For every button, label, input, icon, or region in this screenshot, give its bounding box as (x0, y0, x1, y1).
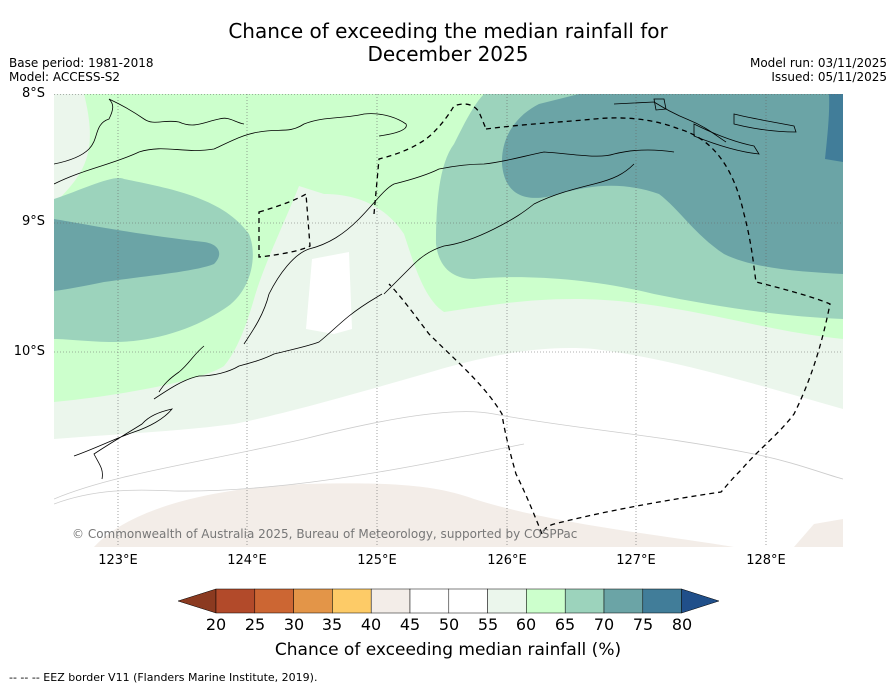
colorbar-tick-20: 20 (205, 615, 227, 634)
lon-label-126e: 126°E (487, 553, 527, 568)
contour-lines (53, 411, 844, 505)
meta-left: Base period: 1981-2018 Model: ACCESS-S2 (9, 56, 154, 84)
colorbar-tick-70: 70 (593, 615, 615, 634)
rainfall-map (53, 94, 844, 547)
map-title-line1: Chance of exceeding the median rainfall … (228, 19, 668, 43)
colorbar-seg-75-80 (642, 588, 682, 614)
colorbar-seg-30-35 (293, 588, 333, 614)
colorbar-seg-20-25 (215, 588, 256, 614)
band-75-80 (825, 94, 843, 162)
colorbar-tick-50: 50 (438, 615, 460, 634)
colorbar-tick-80: 80 (671, 615, 693, 634)
colorbar-seg-45-50 (409, 588, 450, 614)
eez-footnote: -- -- -- EEZ border V11 (Flanders Marine… (9, 671, 318, 684)
lon-label-127e: 127°E (616, 553, 656, 568)
colorbar-tick-55: 55 (477, 615, 499, 634)
issued-date: Issued: 05/11/2025 (771, 70, 887, 84)
colorbar-seg-35-40 (332, 588, 372, 614)
colorbar-label: Chance of exceeding median rainfall (%) (274, 640, 622, 660)
lon-label-123e: 123°E (98, 553, 138, 568)
colorbar-seg-60-65 (526, 588, 566, 614)
colorbar-tick-65: 65 (554, 615, 576, 634)
colorbar-seg-70-75 (603, 588, 644, 614)
lon-label-124e: 124°E (227, 553, 267, 568)
colorbar-tick-35: 35 (321, 615, 343, 634)
colorbar-tick-45: 45 (399, 615, 421, 634)
colorbar (177, 588, 720, 618)
colorbar-tick-75: 75 (632, 615, 654, 634)
band-70-75-left (54, 219, 220, 291)
colorbar-tick-30: 30 (283, 615, 305, 634)
copyright-notice: © Commonwealth of Australia 2025, Bureau… (72, 527, 578, 541)
model-name: Model: ACCESS-S2 (9, 70, 121, 84)
meta-right: Model run: 03/11/2025 Issued: 05/11/2025 (750, 56, 887, 84)
eez-border (258, 103, 831, 535)
band-40-45 (94, 483, 734, 547)
map-title-line2: December 2025 (367, 42, 529, 66)
lon-label-125e: 125°E (357, 553, 397, 568)
graticule (54, 94, 843, 547)
coastlines (53, 98, 797, 480)
lat-label-9s: 9°S (21, 214, 45, 229)
colorbar-seg-25-30 (254, 588, 294, 614)
colorbar-extend-high (681, 588, 720, 614)
colorbar-seg-55-60 (487, 588, 527, 614)
colorbar-extend-low (177, 588, 217, 614)
base-period: Base period: 1981-2018 (9, 56, 154, 70)
band-45-55-hole (306, 252, 352, 334)
colorbar-tick-40: 40 (360, 615, 382, 634)
band-40-45-right (794, 519, 843, 547)
colorbar-tick-60: 60 (515, 615, 537, 634)
colorbar-seg-50-55 (448, 588, 488, 614)
map-canvas (53, 94, 844, 547)
colorbar-seg-65-70 (564, 588, 605, 614)
colorbar-graphic (177, 588, 720, 614)
lat-label-8s: 8°S (21, 86, 45, 101)
lat-label-10s: 10°S (13, 344, 45, 359)
band-70-75-right (501, 94, 843, 274)
colorbar-tick-25: 25 (244, 615, 266, 634)
lon-label-128e: 128°E (746, 553, 786, 568)
model-run: Model run: 03/11/2025 (749, 56, 887, 70)
colorbar-seg-40-45 (370, 588, 411, 614)
